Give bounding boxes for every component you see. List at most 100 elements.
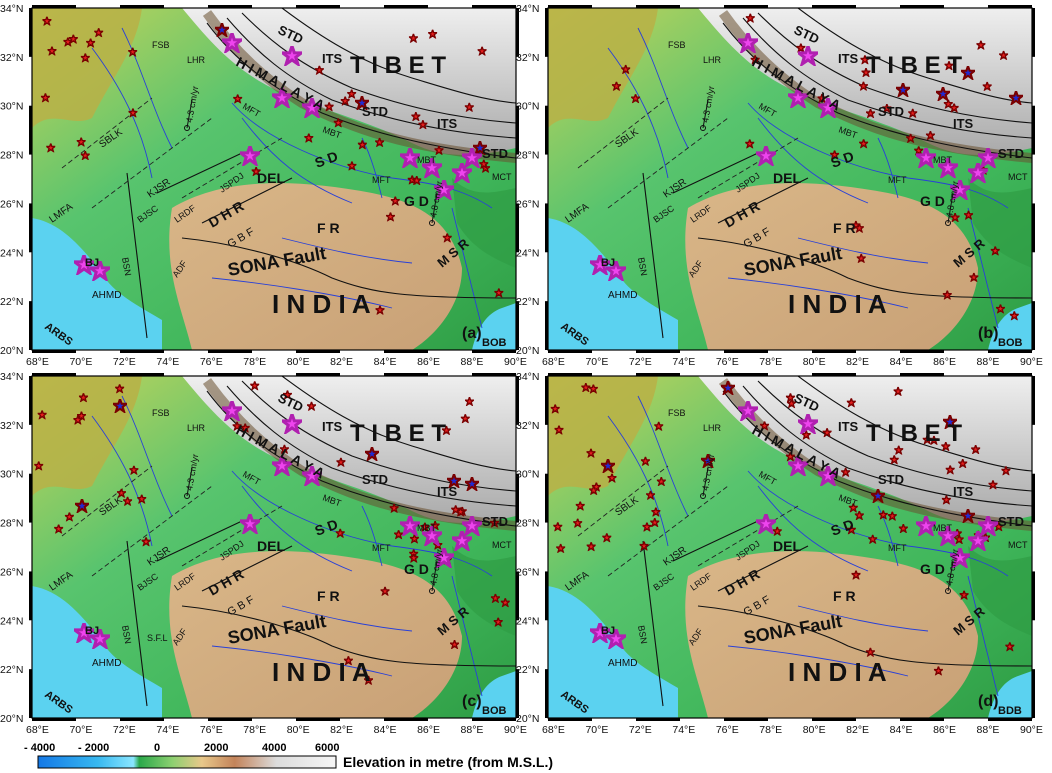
label-bj: BJ: [601, 257, 615, 269]
arrow-origin: [429, 220, 435, 226]
river: [607, 47, 669, 179]
y-tick-label: 24°N: [0, 615, 23, 627]
colorbar-tick: 6000: [315, 742, 339, 754]
label-del: DEL: [773, 170, 801, 186]
x-tick-label: 84°E: [374, 356, 397, 368]
frame-tick: [516, 571, 519, 621]
elevation-colorbar: - 4000 - 2000 0 2000 4000 6000 Elevation…: [24, 742, 553, 770]
frame-tick: [208, 5, 252, 8]
frame-tick: [384, 373, 428, 376]
frame-tick: [724, 5, 768, 8]
x-tick-label: 82°E: [846, 356, 869, 368]
x-tick-label: 80°E: [287, 356, 310, 368]
its-fault: [797, 8, 1032, 104]
river: [451, 207, 483, 329]
x-tick-label: 80°E: [287, 724, 310, 736]
label-bay: BOB: [998, 337, 1023, 349]
label-bay: BOB: [482, 705, 507, 717]
x-tick-label: 72°E: [629, 724, 652, 736]
y-tick-label: 26°N: [516, 566, 539, 578]
subsurface-ridge: [577, 97, 669, 169]
label-bj: BJ: [601, 625, 615, 637]
frame-tick: [29, 8, 32, 57]
label-mbt: MBT: [933, 523, 953, 533]
its-fault: [281, 376, 516, 472]
lrdf-fault: [156, 520, 243, 562]
frame-tick: [1032, 376, 1035, 425]
frame-tick: [120, 718, 164, 721]
plate-velocity-arrow: [186, 467, 193, 497]
mbt-fault: [226, 17, 516, 139]
frame-tick: [545, 301, 548, 350]
y-tick-label: 32°N: [0, 420, 23, 432]
plate-velocity-arrow: [947, 192, 954, 224]
label-bj: BJ: [85, 625, 99, 637]
label-bay: BOB: [482, 337, 507, 349]
river: [121, 27, 173, 149]
frame-tick: [1032, 669, 1035, 718]
plate-velocity-arrow: [186, 99, 193, 129]
label-std: STD: [998, 514, 1024, 529]
y-tick-label: 22°N: [0, 296, 23, 308]
x-tick-label: 90°E: [504, 724, 527, 736]
frame-tick: [545, 376, 548, 425]
y-tick-label: 28°N: [516, 518, 539, 530]
x-tick-label: 82°E: [330, 724, 353, 736]
frame-tick: [29, 376, 32, 425]
arabian-sea: [32, 218, 162, 350]
subsurface-ridge: [61, 97, 153, 169]
plate-velocity-arrow: [431, 192, 438, 224]
label-lhr: LHR: [187, 423, 206, 433]
frame-tick: [32, 718, 76, 721]
x-tick-label: 78°E: [243, 356, 266, 368]
frame-tick: [472, 350, 516, 353]
label-mct: MCT: [1008, 172, 1028, 182]
mbt-fault: [742, 385, 1032, 507]
frame-tick: [545, 571, 548, 621]
x-tick-label: 84°E: [890, 724, 913, 736]
x-tick-label: 88°E: [977, 724, 1000, 736]
frame-tick: [472, 718, 516, 721]
label-std: STD: [998, 146, 1024, 161]
frame-tick: [32, 5, 76, 8]
y-tick-label: 24°N: [0, 247, 23, 259]
river: [241, 485, 353, 572]
x-tick-label: 70°E: [585, 356, 608, 368]
river: [967, 575, 999, 697]
subsurface-ridge: [697, 505, 799, 567]
x-tick-label: 84°E: [374, 724, 397, 736]
frame-tick: [812, 350, 856, 353]
frame-tick: [724, 718, 768, 721]
bsn-fault: [126, 540, 148, 707]
y-tick-label: 34°N: [516, 3, 539, 15]
frame-tick: [724, 373, 768, 376]
x-tick-label: 72°E: [113, 724, 136, 736]
subsurface-ridge: [697, 137, 799, 199]
label-fsb: FSB: [668, 408, 686, 418]
colorbar-tick: - 2000: [78, 742, 109, 754]
map-frame: [547, 375, 1033, 719]
bsn-fault: [642, 540, 664, 707]
y-tick-label: 30°N: [0, 101, 23, 113]
arrow-origin: [184, 125, 190, 131]
deccan-plateau: [169, 183, 462, 350]
frame-tick: [636, 718, 680, 721]
frame-tick: [120, 5, 164, 8]
x-tick-label: 68°E: [26, 724, 49, 736]
label-mct: MCT: [492, 540, 512, 550]
nw-hills: [548, 8, 658, 128]
label-its: ITS: [322, 419, 343, 434]
frame-tick: [516, 376, 519, 425]
deccan-plateau: [685, 551, 978, 718]
y-tick-label: 30°N: [516, 101, 539, 113]
river: [281, 605, 413, 632]
river: [241, 117, 353, 204]
label-std: STD: [878, 104, 904, 119]
label-tibet: T I B E T: [350, 52, 446, 79]
frame-tick: [384, 5, 428, 8]
label-mbt: MBT: [933, 155, 953, 165]
label-sd: S D: [313, 148, 340, 171]
y-tick-label: 34°N: [0, 371, 23, 383]
frame-tick: [29, 301, 32, 350]
colorbar-title: Elevation in metre (from M.S.L.): [343, 754, 553, 770]
